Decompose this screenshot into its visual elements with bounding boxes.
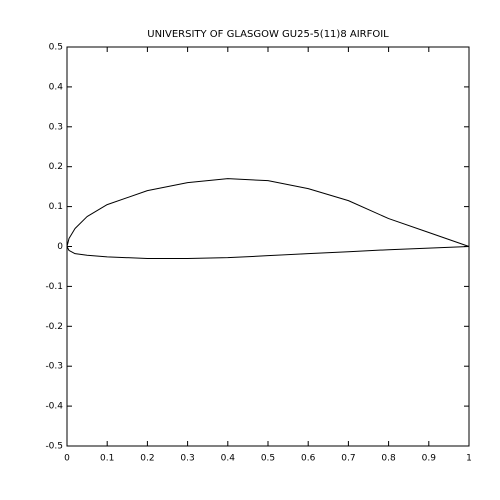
x-tick-label: 0.5	[261, 454, 275, 464]
y-tick-label: -0.1	[45, 282, 63, 292]
y-tick-label: -0.2	[45, 322, 63, 332]
x-tick-label: 0.7	[341, 454, 355, 464]
chart-title: UNIVERSITY OF GLASGOW GU25-5(11)8 AIRFOI…	[147, 29, 389, 40]
y-tick-label: -0.5	[45, 442, 63, 452]
x-tick-label: 0.1	[100, 454, 114, 464]
x-tick-label: 0.8	[381, 454, 396, 464]
x-tick-label: 0.3	[180, 454, 194, 464]
x-tick-label: 0.2	[140, 454, 154, 464]
y-tick-label: -0.3	[45, 362, 63, 372]
x-tick-label: 0.9	[422, 454, 437, 464]
y-tick-label: 0.2	[49, 162, 63, 172]
y-tick-label: 0.5	[49, 43, 63, 53]
x-tick-label: 0.6	[301, 454, 316, 464]
x-tick-label: 0	[64, 454, 70, 464]
x-tick-label: 0.4	[221, 454, 236, 464]
y-tick-label: 0.3	[49, 122, 63, 132]
airfoil-line	[66, 178, 470, 259]
y-tick-label: 0.1	[49, 202, 63, 212]
y-tick-label: 0	[57, 242, 63, 252]
y-tick-label: 0.4	[49, 82, 64, 92]
y-tick-label: -0.4	[45, 402, 63, 412]
x-tick-label: 1	[466, 454, 472, 464]
